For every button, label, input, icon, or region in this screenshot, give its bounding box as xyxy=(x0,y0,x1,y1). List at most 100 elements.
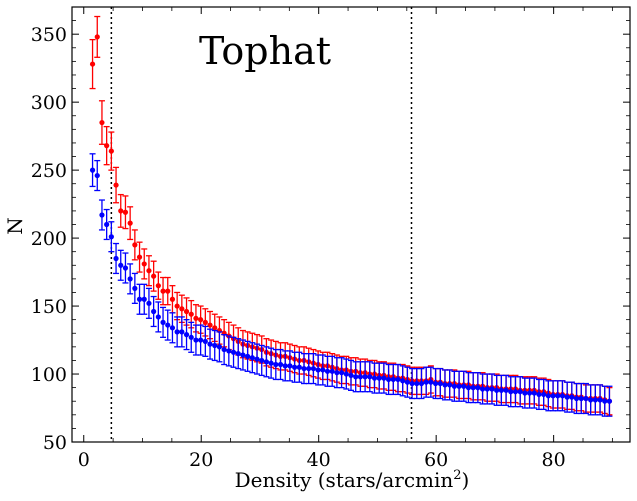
red-data-point xyxy=(99,119,105,126)
blue-point-group xyxy=(272,348,279,381)
blue-point-group xyxy=(366,361,373,393)
axes-layer: 0 20 40 60 80 50 100 150 200 250 300 350 xyxy=(31,6,631,471)
red-point-group xyxy=(160,276,167,306)
blue-point-group xyxy=(437,367,444,400)
blue-point-group xyxy=(225,335,232,367)
red-data-point xyxy=(160,288,166,294)
y-tick-label: 300 xyxy=(31,92,67,114)
blue-data-point xyxy=(155,314,161,320)
blue-point-group xyxy=(117,249,124,281)
blue-point-group xyxy=(286,350,293,382)
x-tick-label: 0 xyxy=(78,449,90,471)
blue-data-point xyxy=(569,394,575,400)
blue-data-point xyxy=(545,393,551,399)
blue-point-group xyxy=(268,347,275,379)
x-tick-label: 20 xyxy=(189,449,213,471)
blue-data-point xyxy=(555,393,561,399)
blue-data-point xyxy=(165,322,171,328)
blue-data-point xyxy=(470,385,476,391)
red-point-group xyxy=(136,241,143,273)
blue-point-group xyxy=(174,316,181,348)
blue-point-group xyxy=(390,363,397,396)
blue-data-point xyxy=(268,360,274,366)
blue-point-group xyxy=(258,344,265,377)
red-data-point xyxy=(122,209,129,215)
blue-point-group xyxy=(531,377,538,409)
blue-data-point xyxy=(296,364,302,370)
blue-data-point xyxy=(160,319,166,325)
blue-data-point xyxy=(404,379,410,385)
blue-point-group xyxy=(399,365,406,397)
blue-data-point xyxy=(324,368,331,374)
blue-data-point xyxy=(221,346,227,353)
red-data-point xyxy=(141,261,147,267)
blue-data-point xyxy=(174,329,180,335)
blue-point-group xyxy=(89,153,96,188)
blue-data-point xyxy=(104,221,110,228)
blue-data-point xyxy=(442,382,448,388)
blue-data-point xyxy=(226,348,232,354)
blue-point-group xyxy=(160,306,167,338)
red-data-point xyxy=(127,220,133,226)
x-axis-title: Density (stars/arcmin2) xyxy=(235,468,470,492)
blue-point-group xyxy=(446,369,453,401)
blue-data-point xyxy=(531,390,537,396)
blue-data-point xyxy=(151,308,157,315)
blue-data-point xyxy=(522,390,528,396)
red-data-point xyxy=(104,143,110,149)
red-data-point xyxy=(188,311,194,317)
red-point-group xyxy=(122,195,129,230)
blue-data-point xyxy=(263,359,270,365)
x-axis-title-main: Density (stars/arcmin xyxy=(235,468,454,492)
blue-data-point xyxy=(428,379,434,385)
blue-point-group xyxy=(582,382,589,415)
blue-data-point xyxy=(329,368,335,374)
blue-data-point xyxy=(597,397,603,403)
blue-data-point xyxy=(418,380,425,387)
blue-data-point xyxy=(169,325,176,331)
blue-point-group xyxy=(202,325,209,358)
blue-data-point xyxy=(432,380,439,387)
blue-point-group xyxy=(578,382,585,415)
red-point-group xyxy=(98,100,105,145)
blue-data-point xyxy=(334,370,340,376)
blue-point-group xyxy=(216,331,223,363)
blue-data-point xyxy=(249,355,255,361)
blue-data-point xyxy=(108,234,114,240)
blue-data-point xyxy=(512,389,519,395)
blue-data-point xyxy=(479,386,486,392)
blue-data-point xyxy=(602,398,608,404)
blue-data-point xyxy=(536,391,542,398)
blue-data-point xyxy=(541,391,547,398)
blue-data-point xyxy=(179,329,185,335)
blue-data-point xyxy=(517,389,523,395)
blue-data-point xyxy=(301,365,307,372)
blue-data-point xyxy=(409,380,415,387)
blue-data-point xyxy=(484,386,490,392)
blue-point-group xyxy=(141,283,148,315)
blue-point-group xyxy=(131,272,138,304)
red-data-point xyxy=(207,322,213,328)
blue-data-point xyxy=(592,397,598,403)
blue-data-point xyxy=(367,374,373,380)
red-data-point xyxy=(193,315,199,321)
blue-data-point xyxy=(588,397,594,403)
blue-data-point xyxy=(277,361,284,368)
y-tick-label: 50 xyxy=(43,432,67,454)
blue-point-group xyxy=(239,339,246,371)
blue-data-point xyxy=(122,265,129,271)
blue-point-group xyxy=(230,336,237,368)
blue-data-point xyxy=(188,334,194,340)
red-data-point xyxy=(89,61,96,67)
red-point-group xyxy=(131,229,138,261)
blue-data-point xyxy=(475,385,481,391)
blue-point-group xyxy=(319,354,326,386)
blue-data-point xyxy=(259,357,265,364)
blue-data-point xyxy=(306,365,312,372)
blue-data-point xyxy=(343,371,349,377)
blue-data-point xyxy=(348,372,354,378)
blue-point-group xyxy=(348,359,354,391)
blue-data-point xyxy=(127,276,133,282)
blue-data-point xyxy=(447,382,453,388)
blue-data-point xyxy=(498,387,504,393)
